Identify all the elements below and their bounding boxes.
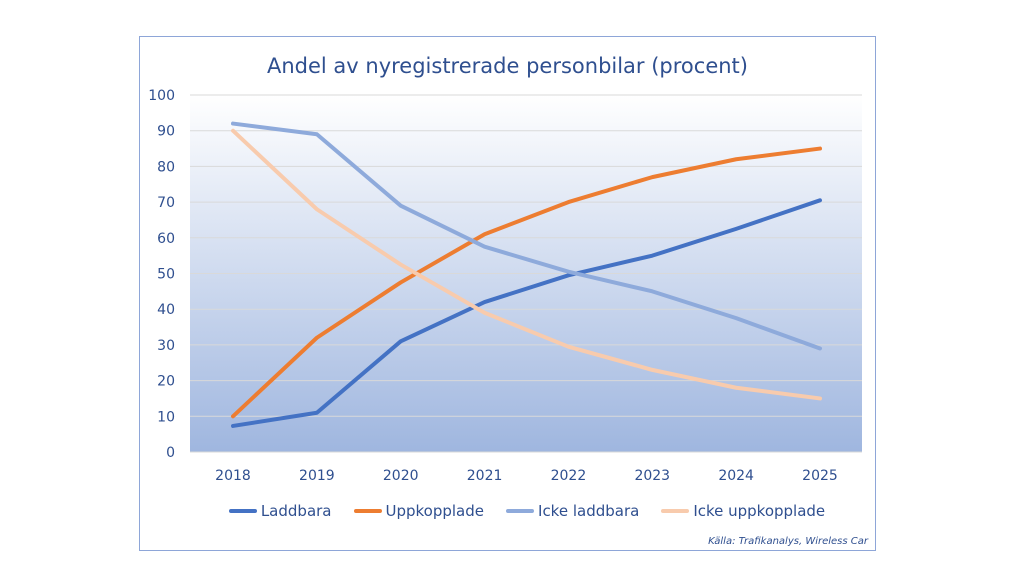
- x-tick-label: 2018: [215, 468, 251, 484]
- series-line-uppkopplade: [231, 146, 822, 419]
- y-tick-label: 40: [157, 302, 175, 318]
- legend-label: Laddbara: [260, 502, 332, 520]
- legend-swatch: [353, 509, 382, 513]
- legend-label: Icke uppkopplade: [693, 502, 826, 520]
- chart-title: Andel av nyregistrerade personbilar (pro…: [266, 54, 748, 78]
- series-line-laddbara: [231, 198, 822, 428]
- series-line-icke-laddbara: [231, 121, 822, 351]
- legend: Laddbara Uppkopplade Icke laddbara Icke upp…: [0, 502, 1024, 520]
- x-tick-label: 2024: [718, 468, 754, 484]
- y-tick-label: 100: [148, 88, 175, 104]
- y-tick-label: 70: [157, 195, 175, 211]
- y-tick-label: 10: [157, 409, 175, 425]
- series-line-icke-uppkopplade: [231, 128, 822, 401]
- y-tick-label: 90: [157, 124, 175, 140]
- legend-item: Icke uppkopplade: [661, 502, 825, 520]
- legend-label: Icke laddbara: [538, 502, 640, 520]
- x-tick-label: 2025: [802, 468, 838, 484]
- legend-item: Uppkopplade: [353, 502, 485, 520]
- x-tick-label: 2023: [634, 468, 670, 484]
- legend-swatch: [661, 509, 690, 513]
- x-tick-label: 2019: [299, 468, 335, 484]
- y-tick-label: 0: [166, 445, 175, 461]
- legend-item: Icke laddbara: [506, 502, 639, 520]
- y-tick-label: 30: [157, 338, 175, 354]
- y-tick-label: 80: [157, 159, 175, 175]
- source-note: Källa: Trafikanalys, Wireless Car: [708, 536, 868, 547]
- legend-swatch: [228, 509, 257, 513]
- y-tick-label: 50: [157, 267, 175, 283]
- x-tick-label: 2022: [551, 468, 587, 484]
- legend-item: Laddbara: [228, 502, 332, 520]
- x-tick-label: 2020: [383, 468, 419, 484]
- legend-label: Uppkopplade: [385, 502, 485, 520]
- x-tick-label: 2021: [467, 468, 503, 484]
- legend-swatch: [506, 509, 535, 513]
- y-tick-label: 60: [157, 231, 175, 247]
- chart-frame: [139, 36, 876, 551]
- y-tick-label: 20: [157, 374, 175, 390]
